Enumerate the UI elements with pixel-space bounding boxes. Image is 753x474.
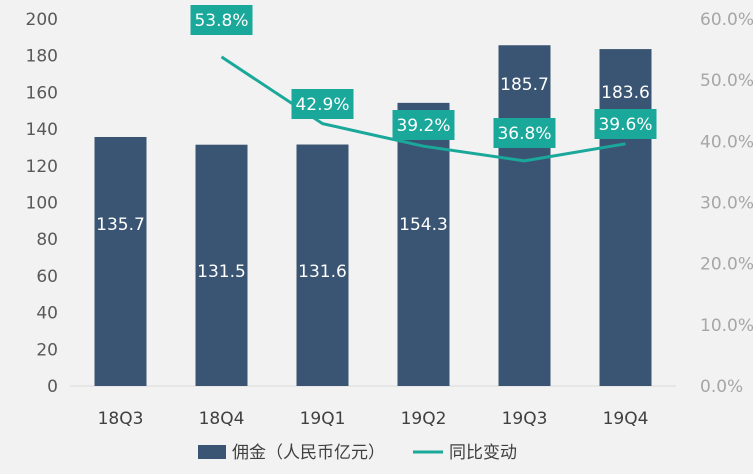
bar <box>498 45 551 386</box>
bar <box>195 144 248 386</box>
bar-value-label: 131.5 <box>197 262 246 282</box>
y-right-tick-label: 50.0% <box>700 71 753 91</box>
legend-label-line: 同比变动 <box>449 443 517 463</box>
y-left-tick-label: 80 <box>36 230 58 250</box>
line-value-label: 42.9% <box>295 95 349 115</box>
y-left-tick-label: 60 <box>36 267 58 287</box>
line-value-label: 39.6% <box>598 115 652 135</box>
x-tick-label: 19Q1 <box>300 409 346 429</box>
line-value-label: 39.2% <box>396 116 450 136</box>
legend-label-bar: 佣金（人民币亿元） <box>232 443 385 463</box>
bar <box>296 144 349 386</box>
y-left-tick-label: 140 <box>26 120 58 140</box>
line-label-box <box>594 109 657 139</box>
y-right-tick-label: 0.0% <box>700 377 743 397</box>
x-tick-label: 19Q4 <box>603 409 649 429</box>
y-left-tick-label: 180 <box>26 47 58 67</box>
x-tick-label: 18Q3 <box>98 409 144 429</box>
bar-value-label: 131.6 <box>298 262 347 282</box>
line-label-box <box>190 5 253 35</box>
bar <box>599 49 652 387</box>
y-left-tick-label: 200 <box>26 10 58 30</box>
line-label-box <box>392 110 455 140</box>
y-left-tick-label: 0 <box>47 377 58 397</box>
legend-swatch-bar <box>198 445 226 459</box>
y-right-tick-label: 30.0% <box>700 194 753 214</box>
bar-value-label: 154.3 <box>399 215 448 235</box>
y-left-tick-label: 40 <box>36 304 58 324</box>
bar-value-label: 185.7 <box>500 75 549 95</box>
x-tick-label: 19Q2 <box>401 409 447 429</box>
y-right-tick-label: 10.0% <box>700 316 753 336</box>
y-left-tick-label: 20 <box>36 340 58 360</box>
y-right-tick-label: 60.0% <box>700 10 753 30</box>
bar-value-label: 183.6 <box>601 83 650 103</box>
line-value-label: 53.8% <box>194 11 248 31</box>
y-right-tick-label: 20.0% <box>700 255 753 275</box>
y-left-tick-label: 100 <box>26 194 58 214</box>
x-tick-label: 18Q4 <box>199 409 245 429</box>
bar <box>94 136 147 386</box>
y-left-tick-label: 120 <box>26 157 58 177</box>
line-value-label: 36.8% <box>497 124 551 144</box>
line-label-box <box>291 89 354 119</box>
y-left-tick-label: 160 <box>26 83 58 103</box>
bar-value-label: 135.7 <box>96 215 145 235</box>
line-label-box <box>493 118 556 148</box>
y-right-tick-label: 40.0% <box>700 132 753 152</box>
line-series <box>220 55 626 163</box>
x-tick-label: 19Q3 <box>502 409 548 429</box>
